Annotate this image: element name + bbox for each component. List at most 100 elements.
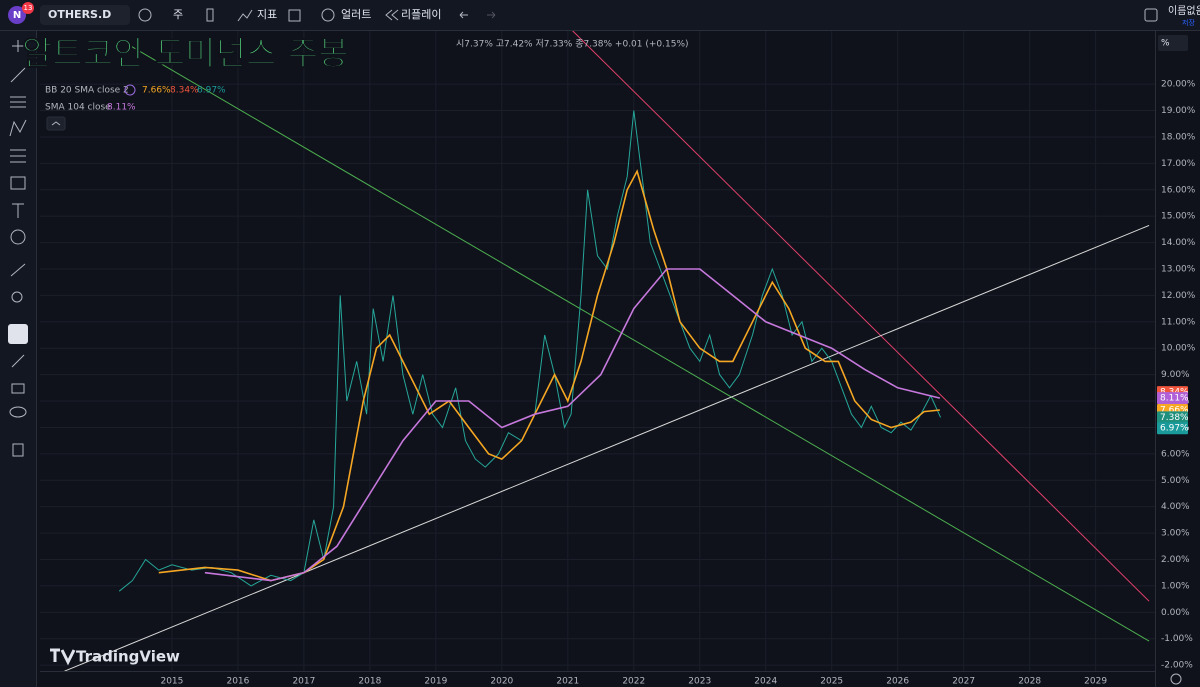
replay-icon[interactable] [385,9,399,21]
tv-logo [50,648,76,666]
price-label-box [1157,411,1188,424]
measure-tool[interactable] [10,263,26,277]
price-label: 8.11% [1160,394,1189,404]
y-tick-label: 19.00% [1161,106,1196,116]
x-tick-label: 2019 [424,677,447,687]
alerts[interactable]: 얼러트 [341,7,371,21]
y-tick-label: -1.00% [1161,634,1193,644]
x-tick-label: 2022 [622,677,645,687]
trash-tool[interactable] [12,443,24,457]
avatar[interactable] [8,6,26,24]
magnet-tool[interactable] [8,324,28,344]
y-tick-label: 1.00% [1161,581,1190,591]
price-label: 7.38% [1160,413,1189,423]
symbol: OTHERS.D [48,8,111,21]
x-tick-label: 2016 [226,677,249,687]
axis-settings[interactable] [1170,673,1182,685]
bb-basis-line [158,169,940,582]
bb-legend: BB 20 SMA close 2 [45,86,129,96]
save[interactable]: 저장 [1182,18,1195,27]
bb-settings[interactable] [124,84,136,96]
y-tick-label: -2.00% [1161,661,1193,671]
shape-tool[interactable] [10,176,26,190]
fib-tool[interactable] [10,96,26,108]
layout-checkbox[interactable] [1144,8,1158,22]
y-tick-label: 13.00% [1161,265,1196,275]
x-tick-label: 2015 [160,677,183,687]
chart-type-icon[interactable] [206,8,214,22]
icon-tool[interactable] [10,229,26,245]
y-tick-label: 10.00% [1161,344,1196,354]
zoom-tool[interactable] [11,291,23,303]
y-tick-label: 15.00% [1161,212,1196,222]
x-tick-label: 2018 [358,677,381,687]
y-tick-label: 16.00% [1161,185,1196,195]
symbol-box[interactable] [40,5,130,25]
x-tick-label: 2020 [490,677,513,687]
forecast-tool[interactable] [10,149,26,163]
x-tick-label: 2029 [1084,677,1107,687]
sma-line [204,268,941,582]
overlay-title: 알트코인 도미넌스 주봉 [22,34,349,73]
trendline [64,224,1150,672]
visibility-tool[interactable] [9,406,27,418]
trendline [571,30,1150,602]
indicators-icon[interactable] [237,9,253,22]
layout-name[interactable]: 이름없음 [1168,4,1200,17]
layout-icon[interactable] [288,9,301,22]
y-tick-label: 3.00% [1161,529,1190,539]
draw-mode[interactable] [11,354,25,368]
y-tick-label: 17.00% [1161,159,1196,169]
y-tick-label: 6.00% [1161,449,1190,459]
sma-legend: SMA 104 close [45,103,111,113]
watermark: TradingView [76,648,180,666]
axis-unit: % [1161,39,1170,49]
bb-lower-value: 6.97% [197,86,226,96]
add-symbol[interactable] [138,8,152,22]
drawing-tools [8,40,28,457]
pattern-tool[interactable] [9,119,27,137]
y-tick-label: 14.00% [1161,238,1196,248]
x-tick-label: 2027 [952,677,975,687]
x-tick-label: 2026 [886,677,909,687]
trendline-tool[interactable] [10,67,26,83]
price-label-box [1157,392,1188,405]
x-tick-label: 2023 [688,677,711,687]
price-line [118,110,942,592]
x-tick-label: 2017 [292,677,315,687]
interval[interactable]: 주 [173,8,183,21]
collapse-legend[interactable] [46,116,66,131]
price-label: 6.97% [1160,424,1189,434]
unit-box[interactable] [1158,35,1188,51]
avatar-letter: N [13,10,21,21]
notif-badge [22,2,34,14]
trendline [128,44,1150,642]
crosshair-tool[interactable] [12,40,24,52]
left-toolbar [0,31,36,687]
text-tool[interactable] [12,203,24,218]
redo[interactable] [487,11,496,19]
undo[interactable] [459,11,468,19]
y-tick-label: 9.00% [1161,370,1190,380]
replay[interactable]: 리플레이 [401,8,441,21]
indicators[interactable]: 지표 [257,8,277,21]
collapse-arrow [51,121,61,126]
x-tick-label: 2028 [1018,677,1041,687]
y-tick-label: 4.00% [1161,502,1190,512]
ohlc-legend: 시7.37% 고7.42% 저7.33% 종7.38% +0.01 (+0.15… [456,39,689,50]
y-tick-label: 2.00% [1161,555,1190,565]
alert-icon[interactable] [321,8,335,22]
notif-count: 13 [24,4,33,12]
price-label-box [1157,422,1188,435]
price-label: 7.66% [1160,406,1189,416]
y-tick-label: 18.00% [1161,132,1196,142]
x-tick-label: 2021 [556,677,579,687]
lock-tool[interactable] [11,383,25,394]
x-tick-label: 2024 [754,677,777,687]
y-tick-label: 5.00% [1161,476,1190,486]
top-toolbar [0,0,1200,30]
bb-upper-value: 8.34% [170,86,199,96]
